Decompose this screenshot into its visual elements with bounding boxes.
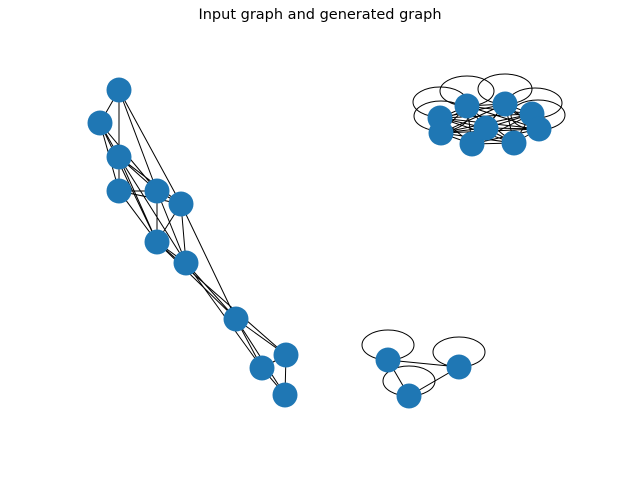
- graph-edge: [180, 203, 237, 320]
- graph-node: [454, 93, 480, 119]
- graph-node: [273, 342, 299, 368]
- graph-edge: [118, 156, 182, 205]
- graph-node: [173, 250, 199, 276]
- graph-node: [272, 382, 298, 408]
- graph-node: [106, 77, 132, 103]
- graph-node: [396, 383, 422, 409]
- graph-edge: [118, 89, 182, 205]
- graph-node: [492, 91, 518, 117]
- graph-node: [375, 347, 401, 373]
- graph-edge: [118, 89, 158, 192]
- graph-edge: [118, 156, 158, 243]
- graph-node: [526, 116, 552, 142]
- graph-edge: [185, 262, 237, 320]
- generated-graph-cluster: [412, 73, 566, 157]
- graph-node: [144, 178, 170, 204]
- input-graph: [87, 77, 299, 408]
- graph-node: [249, 355, 275, 381]
- graph-edge: [99, 122, 158, 243]
- graph-node: [223, 306, 249, 332]
- graph-node: [106, 178, 132, 204]
- graph-edge: [156, 190, 187, 264]
- graph-node: [106, 144, 132, 170]
- graph-node: [168, 191, 194, 217]
- graph-edge: [156, 241, 237, 320]
- graph-node: [446, 354, 472, 380]
- graph-node: [428, 120, 454, 146]
- graph-node: [473, 115, 499, 141]
- graph-node: [501, 130, 527, 156]
- figure-title: Input graph and generated graph: [198, 7, 442, 23]
- graph-node: [144, 229, 170, 255]
- graph-node: [87, 110, 113, 136]
- graph-edge: [118, 156, 187, 264]
- generated-graph-small: [361, 329, 486, 409]
